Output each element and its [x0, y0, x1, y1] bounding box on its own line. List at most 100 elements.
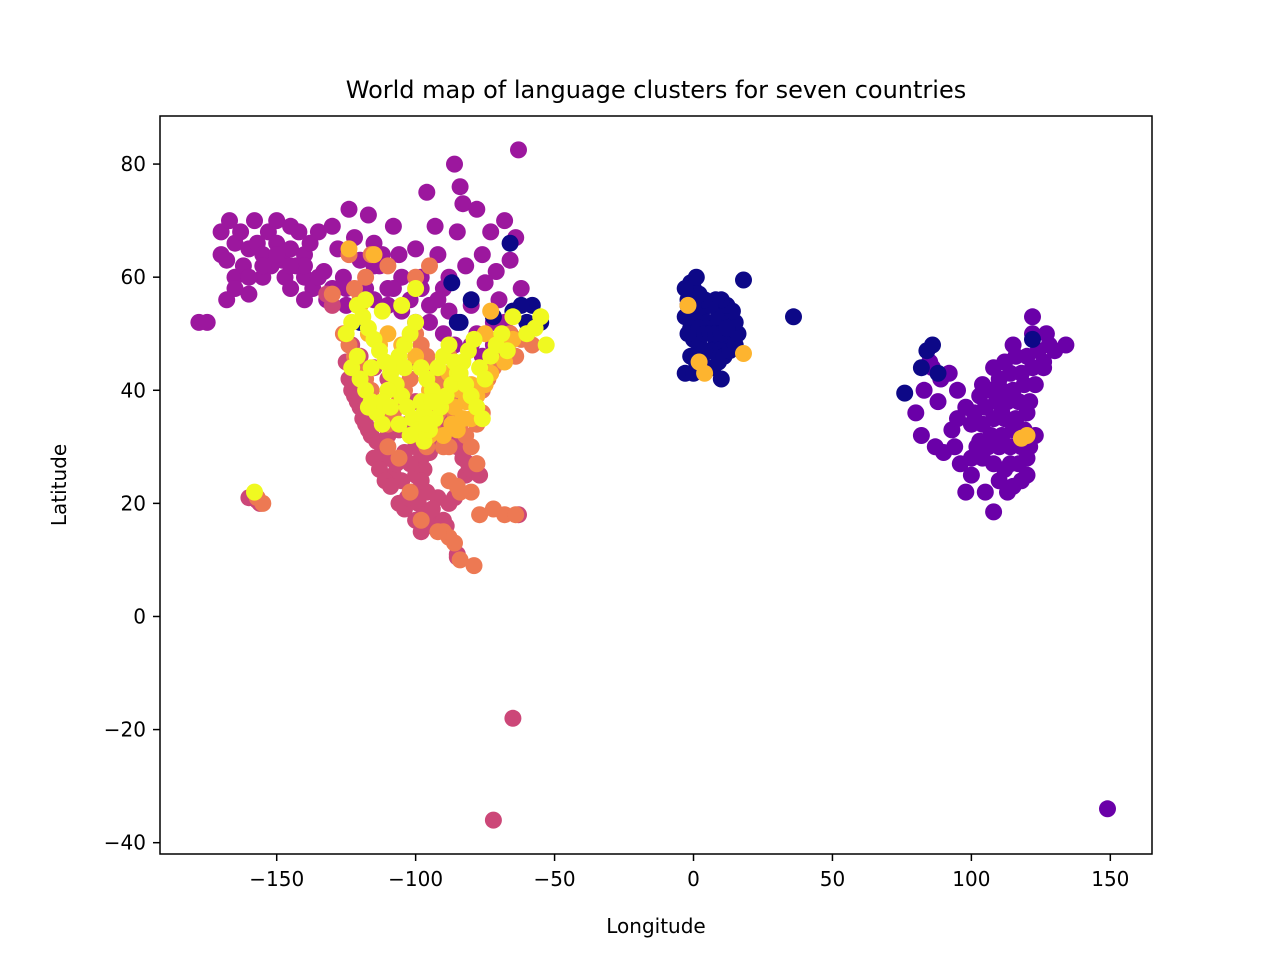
data-point [696, 364, 714, 382]
data-point [373, 302, 391, 320]
data-point [282, 280, 300, 297]
data-point [712, 370, 730, 388]
data-point [501, 234, 519, 252]
data-point [473, 410, 491, 428]
data-point [443, 274, 461, 292]
data-point [504, 308, 522, 326]
data-point [504, 709, 522, 727]
data-point [390, 246, 408, 264]
data-point [232, 223, 250, 241]
data-point [421, 257, 438, 275]
data-point [426, 217, 444, 235]
data-point [393, 296, 411, 314]
data-point [496, 212, 514, 230]
data-point [735, 345, 752, 362]
data-point [1035, 353, 1053, 371]
data-point [240, 285, 258, 303]
data-point [532, 308, 550, 326]
data-point [462, 291, 480, 309]
data-point [498, 342, 516, 360]
data-point [423, 393, 441, 411]
data-point [468, 200, 486, 218]
data-point [268, 246, 286, 264]
data-point [929, 393, 947, 411]
data-point [365, 246, 383, 264]
data-point [412, 511, 430, 529]
x-tick-label: −100 [388, 867, 443, 891]
data-point [1018, 427, 1036, 444]
data-point [446, 155, 463, 173]
data-point [421, 313, 438, 331]
y-tick-label: −40 [104, 831, 146, 855]
data-point [240, 268, 258, 286]
data-point [401, 427, 419, 444]
data-point [373, 415, 391, 433]
data-point [451, 178, 469, 196]
data-point [218, 291, 236, 309]
x-tick-label: −50 [533, 867, 575, 891]
data-point [1018, 449, 1036, 467]
data-point [254, 257, 272, 275]
data-point [401, 483, 419, 501]
data-point [1037, 325, 1055, 343]
data-point [507, 506, 525, 524]
data-point [282, 257, 300, 275]
points-layer [190, 141, 1116, 829]
y-axis: −40 −20 0 20 40 60 80 [104, 152, 160, 855]
data-point [1057, 336, 1075, 354]
data-point [484, 500, 502, 518]
data-point [282, 240, 300, 258]
data-point [512, 280, 530, 297]
y-tick-label: 60 [121, 265, 146, 289]
data-point [296, 257, 313, 275]
x-axis: −150 −100 −50 0 50 100 150 [249, 854, 1129, 891]
data-point [323, 285, 341, 303]
data-point [473, 246, 491, 264]
data-point [407, 280, 425, 297]
data-point [1004, 336, 1022, 354]
data-point [246, 483, 263, 501]
y-tick-label: 20 [121, 491, 146, 515]
data-point [423, 500, 441, 518]
data-point [198, 313, 216, 331]
data-point [510, 141, 527, 159]
data-point [785, 308, 802, 326]
data-point [679, 296, 697, 314]
data-point [221, 212, 238, 230]
x-axis-label: Longitude [606, 914, 705, 938]
data-point [912, 427, 930, 444]
data-point [929, 364, 947, 382]
data-point [309, 268, 327, 286]
data-point [359, 398, 377, 416]
data-point [924, 336, 941, 354]
data-point [985, 359, 1003, 377]
data-point [482, 223, 500, 241]
data-point [957, 483, 975, 501]
data-point [476, 370, 494, 388]
data-point [309, 223, 327, 241]
data-point [1026, 376, 1044, 394]
data-point [493, 325, 511, 343]
data-point [687, 268, 705, 286]
data-point [957, 398, 975, 416]
data-point [501, 251, 519, 269]
data-point [454, 195, 472, 213]
data-point [1024, 330, 1041, 348]
data-point [676, 280, 694, 297]
data-point [949, 381, 966, 399]
data-point [482, 302, 500, 320]
data-point [362, 359, 380, 377]
y-axis-label: Latitude [47, 444, 71, 526]
data-point [985, 503, 1003, 521]
data-point [1021, 393, 1039, 411]
data-point [468, 455, 486, 473]
data-point [407, 313, 425, 331]
data-point [357, 291, 375, 309]
y-tick-label: −20 [104, 718, 146, 742]
data-point [390, 449, 408, 467]
data-point [896, 384, 914, 402]
plot-area-frame [159, 115, 1153, 855]
data-point [993, 404, 1011, 422]
data-point [907, 404, 925, 422]
data-point [323, 217, 341, 235]
